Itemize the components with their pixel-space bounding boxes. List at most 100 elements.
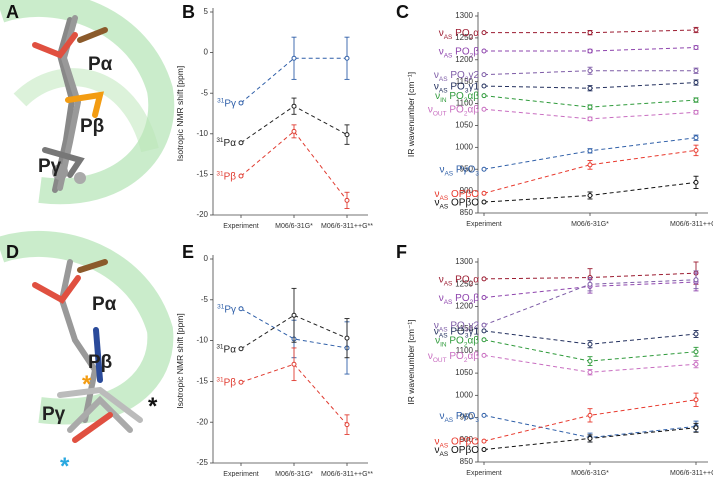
x-tick-label: M06/6-31G* [275, 471, 313, 477]
point [693, 80, 699, 86]
point [481, 166, 487, 172]
y-tick-label: 1050 [455, 368, 473, 377]
series-label: νAS PγO3 [439, 165, 479, 178]
point [693, 425, 699, 431]
point [693, 277, 699, 283]
series-label: νAS OPβO [435, 445, 480, 458]
point [693, 135, 699, 141]
series-label: νAS PO3γ1 [434, 82, 480, 95]
series-line [240, 314, 348, 350]
point [587, 48, 593, 54]
series-line [240, 130, 348, 201]
point [481, 199, 487, 205]
point [344, 55, 350, 61]
y-tick-label: 850 [460, 208, 474, 217]
point [291, 128, 297, 134]
point [481, 438, 487, 444]
y-tick-label: 1100 [456, 99, 474, 108]
point [587, 341, 593, 347]
point [481, 276, 487, 282]
point [587, 412, 593, 418]
series-line [240, 57, 347, 104]
x-tick-label: M06/6-311++G** [321, 223, 373, 230]
point [481, 30, 487, 36]
x-tick-label: Experiment [223, 223, 258, 230]
point [238, 140, 244, 146]
y-tick-label: 1200 [455, 55, 473, 64]
series-label: 31Pγ [217, 303, 236, 315]
asterisk: * [60, 453, 70, 477]
atom-label: Pβ [80, 116, 104, 137]
series-label: νAS OPβO [435, 189, 480, 202]
series-label: νAS OPβO [435, 437, 480, 450]
point [587, 85, 593, 91]
series-label: νOUT PO2αβ [428, 105, 479, 118]
x-tick-label: M06/6-31G* [571, 470, 609, 477]
y-tick-label: 1250 [455, 33, 473, 42]
point [587, 116, 593, 122]
y-tick-label: -25 [196, 458, 208, 467]
y-tick-label: -10 [196, 129, 208, 138]
y-tick-label: 1250 [455, 279, 473, 288]
series-label: νAS PO3γ2 [434, 70, 480, 83]
point [481, 447, 487, 453]
y-tick-label: 0 [204, 48, 209, 57]
x-tick-label: M06/6-311++G** [321, 471, 373, 477]
asterisk: * [148, 393, 158, 420]
y-axis-title: IR wavenumber [cm⁻¹] [406, 319, 416, 404]
panel-letter: C [396, 2, 409, 22]
series-label: 31Pγ [217, 97, 236, 109]
y-axis-title: IR wavenumber [cm⁻¹] [406, 72, 416, 157]
atom-label: Pα [92, 294, 117, 315]
y-tick-label: -15 [196, 377, 208, 386]
series-label: νAS PO2α [439, 274, 480, 287]
point [693, 331, 699, 337]
y-tick-label: 1050 [455, 121, 473, 130]
x-tick-label: Experiment [223, 471, 258, 477]
series-label: νAS PO2β [439, 293, 480, 306]
y-tick-label: 1150 [456, 324, 474, 333]
y-tick-label: 900 [460, 186, 474, 195]
point [291, 361, 297, 367]
y-tick-label: 850 [460, 457, 474, 466]
panel-letter: A [6, 2, 19, 22]
point [587, 30, 593, 36]
y-tick-label: 950 [460, 413, 474, 422]
series-label: νAS PO3γ2 [434, 321, 480, 334]
point [238, 346, 244, 352]
y-tick-label: 1300 [455, 11, 473, 20]
point [587, 369, 593, 375]
x-tick-label: M06/6-311++G** [670, 221, 713, 228]
y-tick-label: 1150 [456, 77, 474, 86]
point [693, 397, 699, 403]
point [238, 100, 244, 106]
panel-letter: F [396, 242, 407, 262]
point [481, 106, 487, 112]
x-tick-label: M06/6-311++G** [670, 470, 713, 477]
series-label: 31Pβ [216, 171, 236, 183]
y-tick-label: -10 [196, 336, 208, 345]
series-line [483, 149, 697, 194]
y-tick-label: 5 [204, 7, 209, 16]
atom-label: Pα [88, 54, 113, 75]
y-tick-label: 1000 [455, 142, 473, 151]
point [693, 109, 699, 115]
atom-label: Pβ [88, 352, 112, 373]
x-tick-label: M06/6-31G* [275, 223, 313, 230]
series-label: 31Pα [216, 343, 236, 355]
structure-a [0, 0, 175, 205]
point [344, 197, 350, 203]
point [481, 190, 487, 196]
point [481, 412, 487, 418]
y-tick-label: 1000 [455, 390, 473, 399]
y-tick-label: 1100 [456, 346, 474, 355]
x-tick-label: M06/6-31G* [571, 221, 609, 228]
point [238, 173, 244, 179]
point [587, 435, 593, 441]
point [693, 68, 699, 74]
point [587, 104, 593, 110]
y-tick-label: -5 [201, 295, 209, 304]
point [344, 422, 350, 428]
point [587, 148, 593, 154]
